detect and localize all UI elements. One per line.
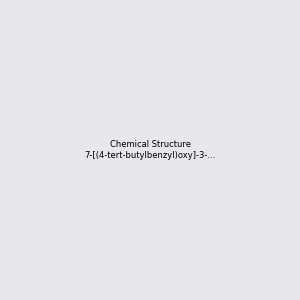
Text: Chemical Structure
7-[(4-tert-butylbenzyl)oxy]-3-...: Chemical Structure 7-[(4-tert-butylbenzy… [84, 140, 216, 160]
